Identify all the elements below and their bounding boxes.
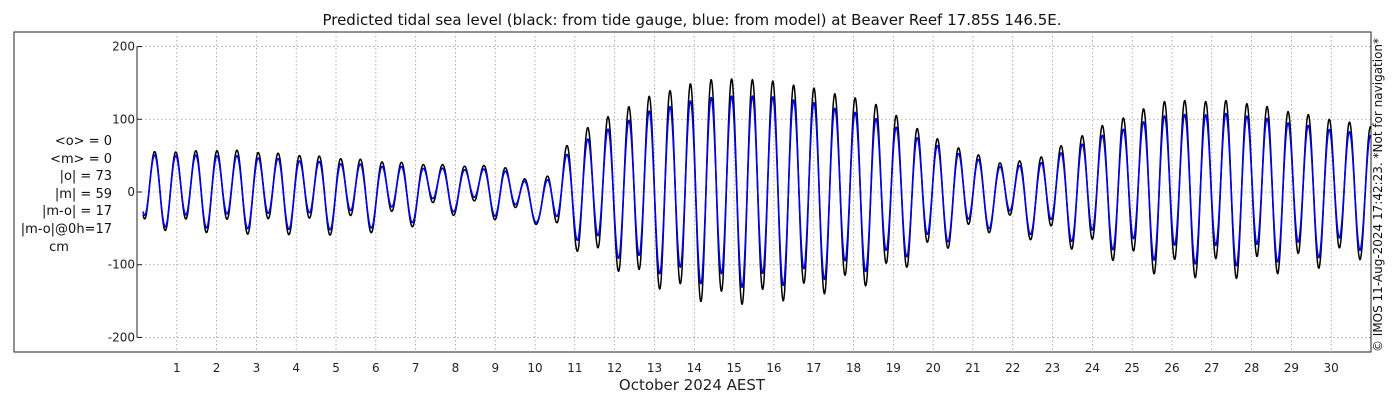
- x-tick-label: 5: [332, 361, 340, 375]
- stat-abs-diff-0h: |m-o|@0h=17: [20, 221, 112, 237]
- x-tick-label: 8: [452, 361, 460, 375]
- chart-title: Predicted tidal sea level (black: from t…: [322, 11, 1061, 29]
- x-tick-label: 18: [846, 361, 861, 375]
- stat-abs-observed: |o| = 73: [59, 169, 112, 185]
- x-tick-label: 15: [726, 361, 741, 375]
- x-tick-label: 17: [806, 361, 821, 375]
- x-tick-label: 13: [647, 361, 662, 375]
- x-tick-label: 22: [1005, 361, 1020, 375]
- stat-abs-model: |m| = 59: [54, 186, 112, 202]
- series-lines: [142, 78, 1372, 306]
- x-tick-label: 28: [1244, 361, 1259, 375]
- x-tick-label: 14: [687, 361, 702, 375]
- axes: [136, 46, 142, 338]
- x-tick-label: 21: [965, 361, 980, 375]
- x-tick-label: 12: [607, 361, 622, 375]
- outer-frame: [13, 31, 1372, 353]
- x-tick-label: 19: [886, 361, 901, 375]
- x-tick-label: 9: [491, 361, 499, 375]
- x-tick-label: 10: [527, 361, 542, 375]
- x-tick-label: 25: [1125, 361, 1140, 375]
- x-tick-label: 26: [1164, 361, 1179, 375]
- x-tick-label: 3: [253, 361, 261, 375]
- y-tick-label: 200: [112, 40, 135, 54]
- y-tick-label: -100: [108, 258, 135, 272]
- statistics-panel: <o> = 0 <m> = 0 |o| = 73 |m| = 59 |m-o| …: [12, 133, 112, 256]
- stat-mean-model: <m> = 0: [50, 151, 112, 167]
- x-tick-label: 24: [1085, 361, 1100, 375]
- stat-abs-diff: |m-o| = 17: [41, 204, 112, 220]
- x-tick-label: 29: [1284, 361, 1299, 375]
- stat-mean-observed: <o> = 0: [54, 134, 112, 149]
- x-tick-label: 16: [766, 361, 781, 375]
- gridlines: [137, 32, 1371, 352]
- x-tick-label: 30: [1324, 361, 1339, 375]
- x-tick-label: 23: [1045, 361, 1060, 375]
- x-tick-label: 11: [567, 361, 582, 375]
- x-tick-label: 7: [412, 361, 420, 375]
- y-tick-label: 100: [112, 112, 135, 126]
- x-tick-label: 1: [173, 361, 181, 375]
- x-tick-label: 6: [372, 361, 380, 375]
- x-tick-label: 2: [213, 361, 221, 375]
- x-tick-label: 4: [292, 361, 300, 375]
- copyright-text: © IMOS 11-Aug-2024 17:42:23. *Not for na…: [1371, 37, 1385, 353]
- series-line-model: [142, 95, 1372, 289]
- y-tick-label: -200: [108, 330, 135, 344]
- x-tick-label: 27: [1204, 361, 1219, 375]
- stat-units: cm: [49, 239, 69, 255]
- x-axis-label: October 2024 AEST: [619, 376, 766, 394]
- x-tick-label: 20: [925, 361, 940, 375]
- y-tick-label: 0: [127, 185, 135, 199]
